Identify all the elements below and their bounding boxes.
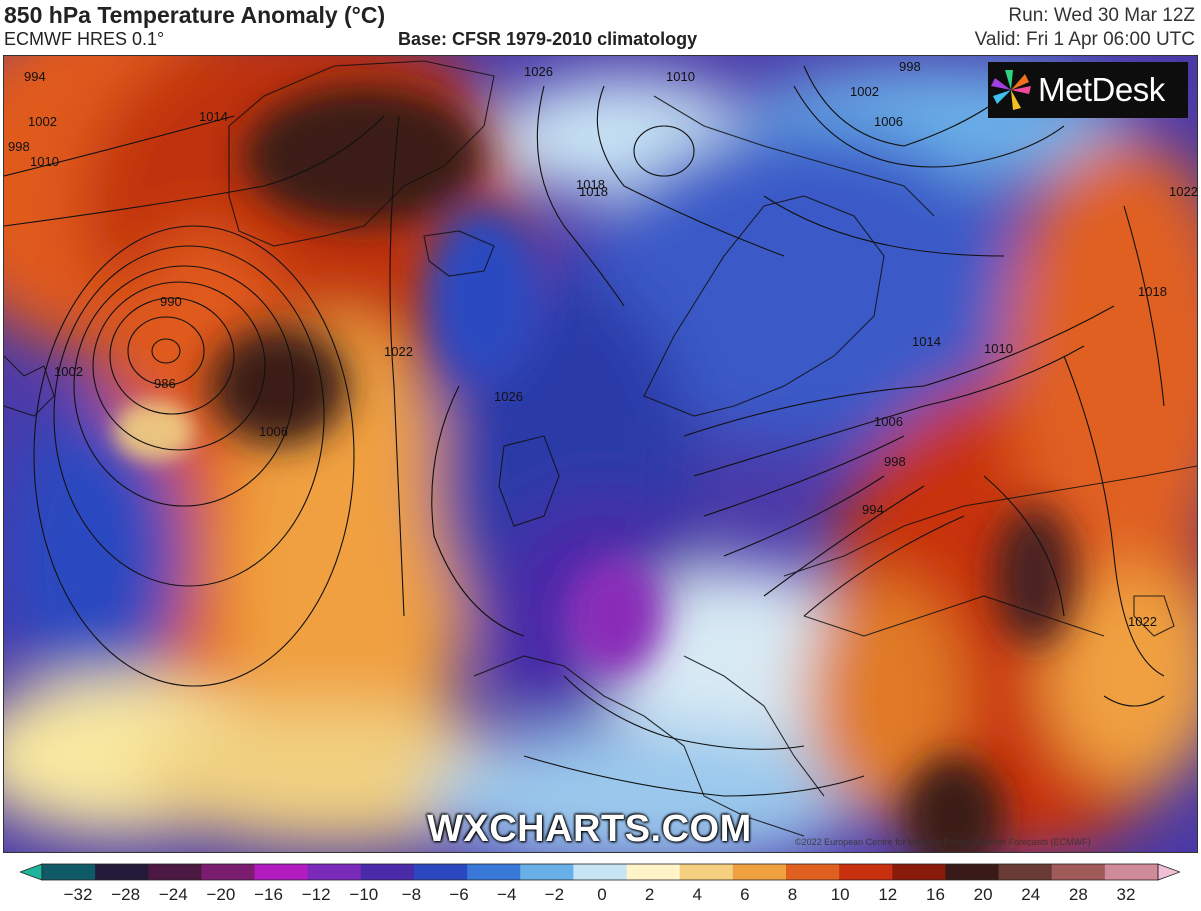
valid-time-label: Valid: Fri 1 Apr 06:00 UTC [974, 29, 1195, 50]
isobar-label: 998 [884, 454, 906, 469]
isobar-label: 990 [160, 294, 182, 309]
isobar-label: 1014 [912, 334, 941, 349]
isobar-label: 998 [8, 139, 30, 154]
isobar-lines [4, 65, 1165, 797]
isobar-label: 1006 [874, 414, 903, 429]
isobar-label: 1010 [666, 69, 695, 84]
colorbar-tick-label: −28 [111, 885, 141, 904]
colorbar-tick-label: −20 [206, 885, 236, 904]
colorbar-tick-label: −10 [349, 885, 379, 904]
colorbar-segment [573, 864, 628, 880]
colorbar-segment [307, 864, 362, 880]
colorbar-segment [998, 864, 1053, 880]
isobar-label: 1022 [1169, 184, 1197, 199]
colorbar-tick-label: −2 [544, 885, 565, 904]
colorbar-segment [520, 864, 574, 880]
isobar-label: 986 [154, 376, 176, 391]
colorbar-segment [786, 864, 840, 880]
isobar-label: 1006 [874, 114, 903, 129]
isobar-label: 1010 [30, 154, 59, 169]
colorbar-tick-label: 32 [1116, 885, 1136, 904]
colorbar-segment [254, 864, 309, 880]
colorbar-segment [679, 864, 734, 880]
coastlines [4, 60, 1197, 837]
colorbar-tick-label: 24 [1021, 885, 1041, 904]
colorbar-tick-label: −12 [301, 885, 331, 904]
colorbar-segment [95, 864, 149, 880]
chart-title: 850 hPa Temperature Anomaly (°C) [4, 2, 386, 28]
model-label: ECMWF HRES 0.1° [4, 29, 165, 49]
isobar-label: 1002 [850, 84, 879, 99]
color-scale-bar [20, 863, 1180, 881]
colorbar-tick-label: −24 [158, 885, 188, 904]
colorbar-tick-label: −4 [497, 885, 517, 904]
colorbar-segment [892, 864, 946, 880]
colorbar-tick-label: 8 [787, 885, 798, 904]
colorbar-tick-label: 16 [925, 885, 945, 904]
colorbar-segment [148, 864, 202, 880]
colorbar-tick-label: 4 [692, 885, 702, 904]
copyright-notice: ©2022 European Centre for Medium-Range W… [795, 837, 1091, 847]
isobar-label: 1018 [1138, 284, 1167, 299]
colorbar-min-arrow [20, 863, 43, 881]
colorbar-tick-label: −6 [449, 885, 469, 904]
colorbar-segment [360, 864, 415, 880]
pinwheel-logo-icon [991, 70, 1031, 110]
temperature-anomaly-field [4, 56, 1197, 852]
metdesk-logo: MetDesk [988, 62, 1188, 118]
colorbar-tick-label: 20 [973, 885, 993, 904]
colorbar-segment [414, 864, 468, 880]
map-canvas: 994 1002 998 1010 1018 1026 1014 990 986… [4, 56, 1197, 852]
isobar-label: 1018 [576, 177, 605, 192]
isobar-label: 1022 [384, 344, 413, 359]
run-time-label: Run: Wed 30 Mar 12Z [1008, 5, 1195, 26]
colorbar-tick-label: −32 [63, 885, 93, 904]
isobar-label: 1002 [54, 364, 83, 379]
colorbar-segment [626, 864, 681, 880]
isobar-label: 998 [899, 59, 921, 74]
colorbar-segment [732, 864, 787, 880]
isobar-label: 1010 [984, 341, 1013, 356]
isobar-label: 1026 [494, 389, 523, 404]
colorbar-border [41, 863, 1159, 881]
wxcharts-watermark: WXCHARTS.COM [427, 808, 752, 850]
isobar-label: 994 [24, 69, 46, 84]
colorbar-tick-label: 0 [597, 885, 607, 904]
anomaly-map: 994 1002 998 1010 1018 1026 1014 990 986… [3, 55, 1198, 853]
colorbar-segment [42, 864, 96, 880]
isobar-labels: 994 1002 998 1010 1018 1026 1014 990 986… [8, 59, 1197, 629]
isobar-label: 1018 [579, 184, 608, 199]
colorbar-tick-label: 12 [878, 885, 898, 904]
colorbar-tick-label: 28 [1068, 885, 1088, 904]
colorbar-tick-label: 6 [740, 885, 750, 904]
isobar-label: 1002 [28, 114, 57, 129]
isobar-label: 1006 [259, 424, 288, 439]
colorbar-segment [467, 864, 521, 880]
colorbar-segment [1104, 864, 1159, 880]
isobar-label: 994 [862, 502, 884, 517]
colorbar-tick-label: −8 [401, 885, 422, 904]
colorbar-tick-label: −16 [254, 885, 283, 904]
isobar-label: 1014 [199, 109, 228, 124]
logo-text: MetDesk [1038, 71, 1165, 108]
isobar-label: 1026 [524, 64, 553, 79]
isobar-label: 1022 [1128, 614, 1157, 629]
colorbar-segment [1051, 864, 1106, 880]
colorbar-segment [839, 864, 893, 880]
colorbar-tick-label: 10 [830, 885, 850, 904]
climatology-base-label: Base: CFSR 1979-2010 climatology [398, 29, 698, 49]
colorbar-segment [945, 864, 1000, 880]
colorbar-segment [201, 864, 256, 880]
colorbar-tick-label: 2 [644, 885, 655, 904]
colorbar-max-arrow [1157, 863, 1180, 881]
